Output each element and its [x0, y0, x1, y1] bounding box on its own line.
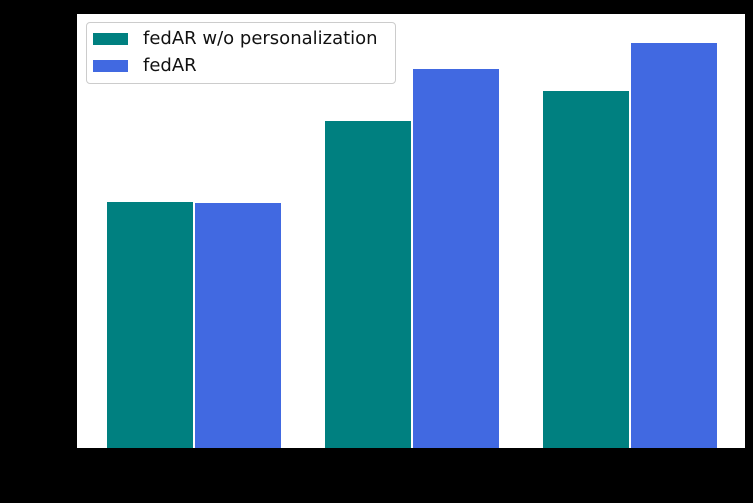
bar-fedar-group1: [195, 203, 281, 448]
legend-label-fedar-wo-personalization: fedAR w/o personalization: [143, 28, 378, 49]
bar-fedar-w-o-personalization-group1: [107, 202, 193, 448]
legend: fedAR w/o personalization fedAR: [86, 22, 396, 84]
bar-fedar-w-o-personalization-group2: [324, 121, 411, 448]
bars-layer: [77, 14, 745, 448]
legend-swatch-teal: [93, 33, 128, 45]
bar-fedar-group3: [630, 43, 717, 448]
plot-area: fedAR w/o personalization fedAR: [77, 14, 745, 448]
bar-fedar-w-o-personalization-group3: [542, 91, 629, 448]
legend-label-fedar: fedAR: [143, 55, 197, 76]
legend-item-fedar-wo-personalization: fedAR w/o personalization: [93, 27, 378, 51]
bar-fedar-group2: [412, 69, 499, 448]
legend-swatch-blue: [93, 60, 128, 72]
legend-item-fedar: fedAR: [93, 54, 378, 78]
